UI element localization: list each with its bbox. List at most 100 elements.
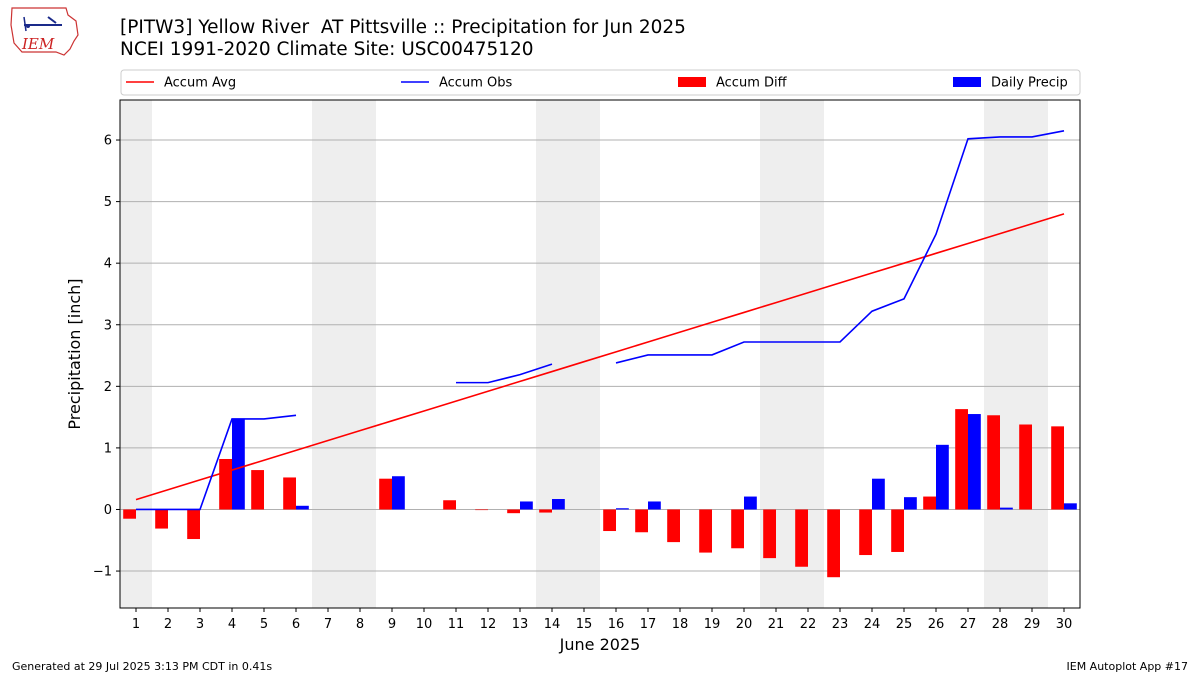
chart-subtitle: NCEI 1991-2020 Climate Site: USC00475120 <box>120 39 534 60</box>
x-tick-label: 9 <box>388 617 396 632</box>
x-tick-label: 10 <box>416 617 433 632</box>
legend-label: Accum Diff <box>716 76 788 91</box>
accum-diff-bar <box>1019 424 1032 510</box>
accum-diff-bar <box>635 509 648 533</box>
legend-label: Daily Precip <box>991 76 1068 91</box>
x-tick-label: 22 <box>800 617 817 632</box>
accum-diff-bar <box>1051 426 1064 510</box>
accum-diff-bar <box>699 509 712 553</box>
legend-swatch <box>678 77 706 87</box>
daily-precip-bar <box>872 478 885 510</box>
x-tick-label: 7 <box>324 617 332 632</box>
x-tick-label: 16 <box>608 617 625 632</box>
accum-diff-bar <box>859 509 872 556</box>
y-axis-label: Precipitation [inch] <box>65 278 84 429</box>
daily-precip-bar <box>520 501 533 510</box>
accum-diff-bar <box>507 509 520 514</box>
daily-precip-bar <box>552 499 565 510</box>
x-tick-label: 28 <box>992 617 1009 632</box>
accum-diff-bar <box>443 500 456 510</box>
accum-diff-bar <box>795 509 808 567</box>
x-tick-label: 24 <box>864 617 881 632</box>
weekend-band <box>1016 100 1048 608</box>
legend-swatch <box>953 77 981 87</box>
accum-obs-line <box>456 363 553 384</box>
accum-diff-bar <box>539 509 552 513</box>
chart-title: [PITW3] Yellow River AT Pittsville :: Pr… <box>120 17 686 38</box>
x-tick-label: 2 <box>164 617 172 632</box>
accum-diff-bar <box>827 509 840 578</box>
x-tick-label: 21 <box>768 617 785 632</box>
x-tick-label: 14 <box>544 617 561 632</box>
accum-diff-bar <box>731 509 744 549</box>
footer-generated: Generated at 29 Jul 2025 3:13 PM CDT in … <box>12 660 273 673</box>
x-tick-label: 29 <box>1024 617 1041 632</box>
x-tick-label: 26 <box>928 617 945 632</box>
x-tick-label: 13 <box>512 617 529 632</box>
x-tick-label: 11 <box>448 617 465 632</box>
accum-diff-bar <box>955 409 968 510</box>
daily-precip-bar <box>616 508 629 510</box>
weekend-band <box>568 100 600 608</box>
daily-precip-bar <box>232 418 245 510</box>
x-tick-label: 23 <box>832 617 849 632</box>
y-tick-label: 1 <box>104 441 112 456</box>
legend-label: Accum Obs <box>439 76 512 91</box>
y-tick-label: 6 <box>104 134 112 149</box>
x-tick-label: 12 <box>480 617 497 632</box>
daily-precip-bar <box>968 414 981 510</box>
daily-precip-bar <box>1000 507 1013 510</box>
bars <box>123 409 1077 578</box>
accum-diff-bar <box>763 509 776 559</box>
daily-precip-bar <box>904 497 917 510</box>
plot-frame <box>119 99 1081 609</box>
x-tick-label: 25 <box>896 617 913 632</box>
gridlines <box>120 139 1080 572</box>
daily-precip-bar <box>296 505 309 510</box>
accum-diff-bar <box>251 470 264 510</box>
weekend-band <box>344 100 376 608</box>
y-tick-label: 4 <box>104 257 112 272</box>
accum-diff-bar <box>283 477 296 510</box>
accum-avg-line <box>135 213 1065 501</box>
x-tick-label: 1 <box>132 617 140 632</box>
daily-precip-bar <box>936 444 949 510</box>
accum-diff-bar <box>123 509 136 519</box>
x-tick-label: 19 <box>704 617 721 632</box>
x-tick-label: 30 <box>1056 617 1073 632</box>
y-tick-label: −1 <box>93 565 112 580</box>
x-tick-label: 20 <box>736 617 753 632</box>
footer-app: IEM Autoplot App #17 <box>1066 660 1189 673</box>
iem-logo: IEM <box>10 7 79 56</box>
x-tick-label: 8 <box>356 617 364 632</box>
accum-obs-line <box>615 130 1065 364</box>
weekend-band <box>984 100 1016 608</box>
x-tick-label: 4 <box>228 617 236 632</box>
y-tick-label: 2 <box>104 380 112 395</box>
accum-diff-bar <box>379 478 392 510</box>
weekend-band <box>536 100 568 608</box>
accum-diff-bar <box>987 415 1000 510</box>
accum-diff-bar <box>475 509 488 511</box>
x-tick-label: 18 <box>672 617 689 632</box>
x-tick-label: 3 <box>196 617 204 632</box>
accum-diff-bar <box>155 509 168 529</box>
daily-precip-bar <box>648 501 661 510</box>
accum-diff-bar <box>219 458 232 510</box>
lines <box>135 130 1065 511</box>
x-tick-label: 15 <box>576 617 593 632</box>
y-tick-label: 0 <box>104 503 112 518</box>
weekend-band <box>312 100 344 608</box>
x-axis-label: June 2025 <box>559 635 641 654</box>
weekend-band <box>120 100 152 608</box>
x-tick-label: 5 <box>260 617 268 632</box>
daily-precip-bar <box>1064 503 1077 510</box>
accum-diff-bar <box>891 509 904 552</box>
daily-precip-bar <box>744 496 757 510</box>
daily-precip-bar <box>392 476 405 510</box>
x-tick-label: 6 <box>292 617 300 632</box>
accum-diff-bar <box>667 509 680 543</box>
svg-text:IEM: IEM <box>21 35 55 53</box>
